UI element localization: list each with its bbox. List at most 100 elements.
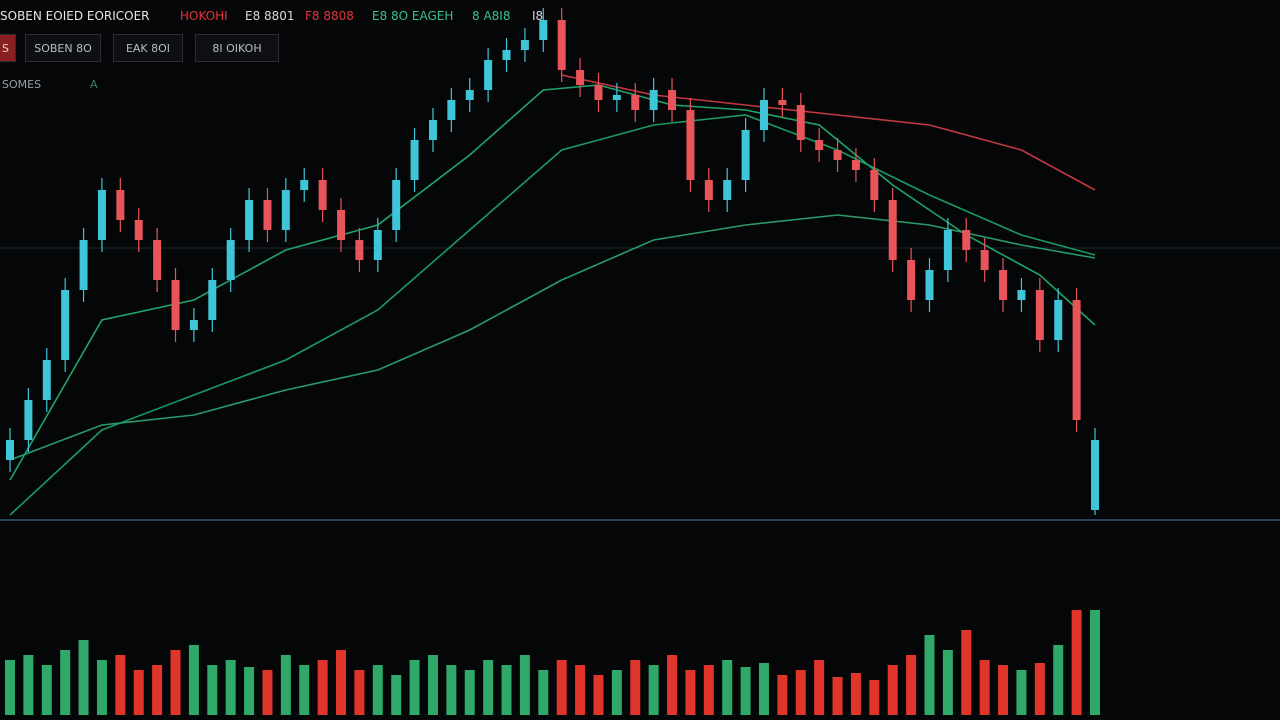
candle-body	[428, 120, 437, 140]
volume-bar	[850, 673, 861, 715]
volume-bar	[244, 667, 255, 715]
volume-bar	[1016, 670, 1027, 715]
volume-bar	[575, 665, 586, 715]
tab[interactable]: S	[0, 34, 16, 62]
tab[interactable]: SOBEN 8O	[25, 34, 101, 62]
volume-bar	[538, 670, 549, 715]
header-item: E8 8801	[245, 9, 295, 23]
subtitle: SOMES	[2, 78, 42, 91]
candle-body	[318, 180, 327, 210]
volume-bar	[280, 655, 291, 715]
candle-body	[484, 60, 493, 90]
candle-body	[1054, 300, 1063, 340]
candle-body	[300, 180, 309, 190]
volume-bar	[795, 670, 806, 715]
header-item: F8 8808	[305, 9, 354, 23]
volume-bar	[703, 665, 714, 715]
volume-bar	[832, 677, 843, 715]
volume-bar	[23, 655, 34, 715]
header-item: I8	[532, 9, 544, 23]
volume-bar	[41, 665, 52, 715]
candle-body	[281, 190, 290, 230]
volume-bar	[96, 660, 107, 715]
moving-average	[9, 214, 1096, 461]
volume-bar	[1034, 663, 1045, 715]
candle-body	[796, 105, 805, 140]
candle-body	[410, 140, 419, 180]
candle-body	[539, 20, 548, 40]
candle-body	[226, 240, 235, 280]
volume-bar	[483, 660, 494, 715]
candle-body	[759, 100, 768, 130]
volume-bar	[1071, 610, 1082, 715]
candle-body	[337, 210, 346, 240]
header-item: HOKOHI	[180, 9, 228, 23]
candle-body	[962, 230, 971, 250]
volume-bar	[262, 670, 273, 715]
candle-body	[208, 280, 217, 320]
candle-body	[668, 90, 677, 110]
volume-bar	[446, 665, 457, 715]
volume-bar	[225, 660, 236, 715]
volume-bar	[372, 665, 383, 715]
candle-body	[686, 110, 695, 180]
candle-body	[61, 290, 70, 360]
candle-body	[980, 250, 989, 270]
candle-body	[907, 260, 916, 300]
candle-body	[704, 180, 713, 200]
candle-body	[355, 240, 364, 260]
candle-body	[447, 100, 456, 120]
candle-body	[1091, 440, 1099, 510]
volume-bar	[336, 650, 347, 715]
candle-body	[1035, 290, 1044, 340]
candle-body	[888, 200, 897, 260]
candle-body	[557, 20, 566, 70]
volume-bar	[207, 665, 218, 715]
volume-bar	[906, 655, 917, 715]
volume-bar	[942, 650, 953, 715]
volume-bar	[722, 660, 733, 715]
candle-body	[594, 85, 603, 100]
volume-bar	[464, 670, 475, 715]
volume-bar	[115, 655, 126, 715]
volume-bar	[60, 650, 71, 715]
subtitle-mark: A	[90, 78, 98, 91]
candle-body	[79, 240, 88, 290]
candle-body	[612, 95, 621, 100]
candle-body	[870, 170, 879, 200]
volume-bar	[317, 660, 328, 715]
candle-body	[999, 270, 1008, 300]
candle-body	[741, 130, 750, 180]
tab[interactable]: 8I OIKOH	[195, 34, 279, 62]
volume-bar	[188, 645, 199, 715]
volume-bar	[758, 663, 769, 715]
volume-bar	[170, 650, 181, 715]
candle-body	[502, 50, 511, 60]
volume-bar	[667, 655, 678, 715]
candle-body	[373, 230, 382, 260]
candle-body	[815, 140, 824, 150]
candle-body	[943, 230, 952, 270]
volume-bar	[869, 680, 880, 715]
volume-bar	[152, 665, 163, 715]
volume-bar	[630, 660, 641, 715]
volume-bar	[611, 670, 622, 715]
volume-bar	[519, 655, 530, 715]
volume-bar	[409, 660, 420, 715]
volume-bar	[593, 675, 604, 715]
volume-bar	[924, 635, 935, 715]
candle-body	[465, 90, 474, 100]
tab[interactable]: EAK 8OI	[113, 34, 183, 62]
volume-bar	[777, 675, 788, 715]
candle-body	[245, 200, 254, 240]
volume-bar	[501, 665, 512, 715]
candle-body	[925, 270, 934, 300]
volume-bar	[961, 630, 972, 715]
volume-bar	[740, 667, 751, 715]
volume-bar	[979, 660, 990, 715]
candle-body	[171, 280, 180, 330]
volume-bar	[556, 660, 567, 715]
candle-body	[24, 400, 33, 440]
header-item: SOBEN EOIED EORICOER	[0, 9, 150, 23]
volume-bar	[5, 660, 15, 715]
